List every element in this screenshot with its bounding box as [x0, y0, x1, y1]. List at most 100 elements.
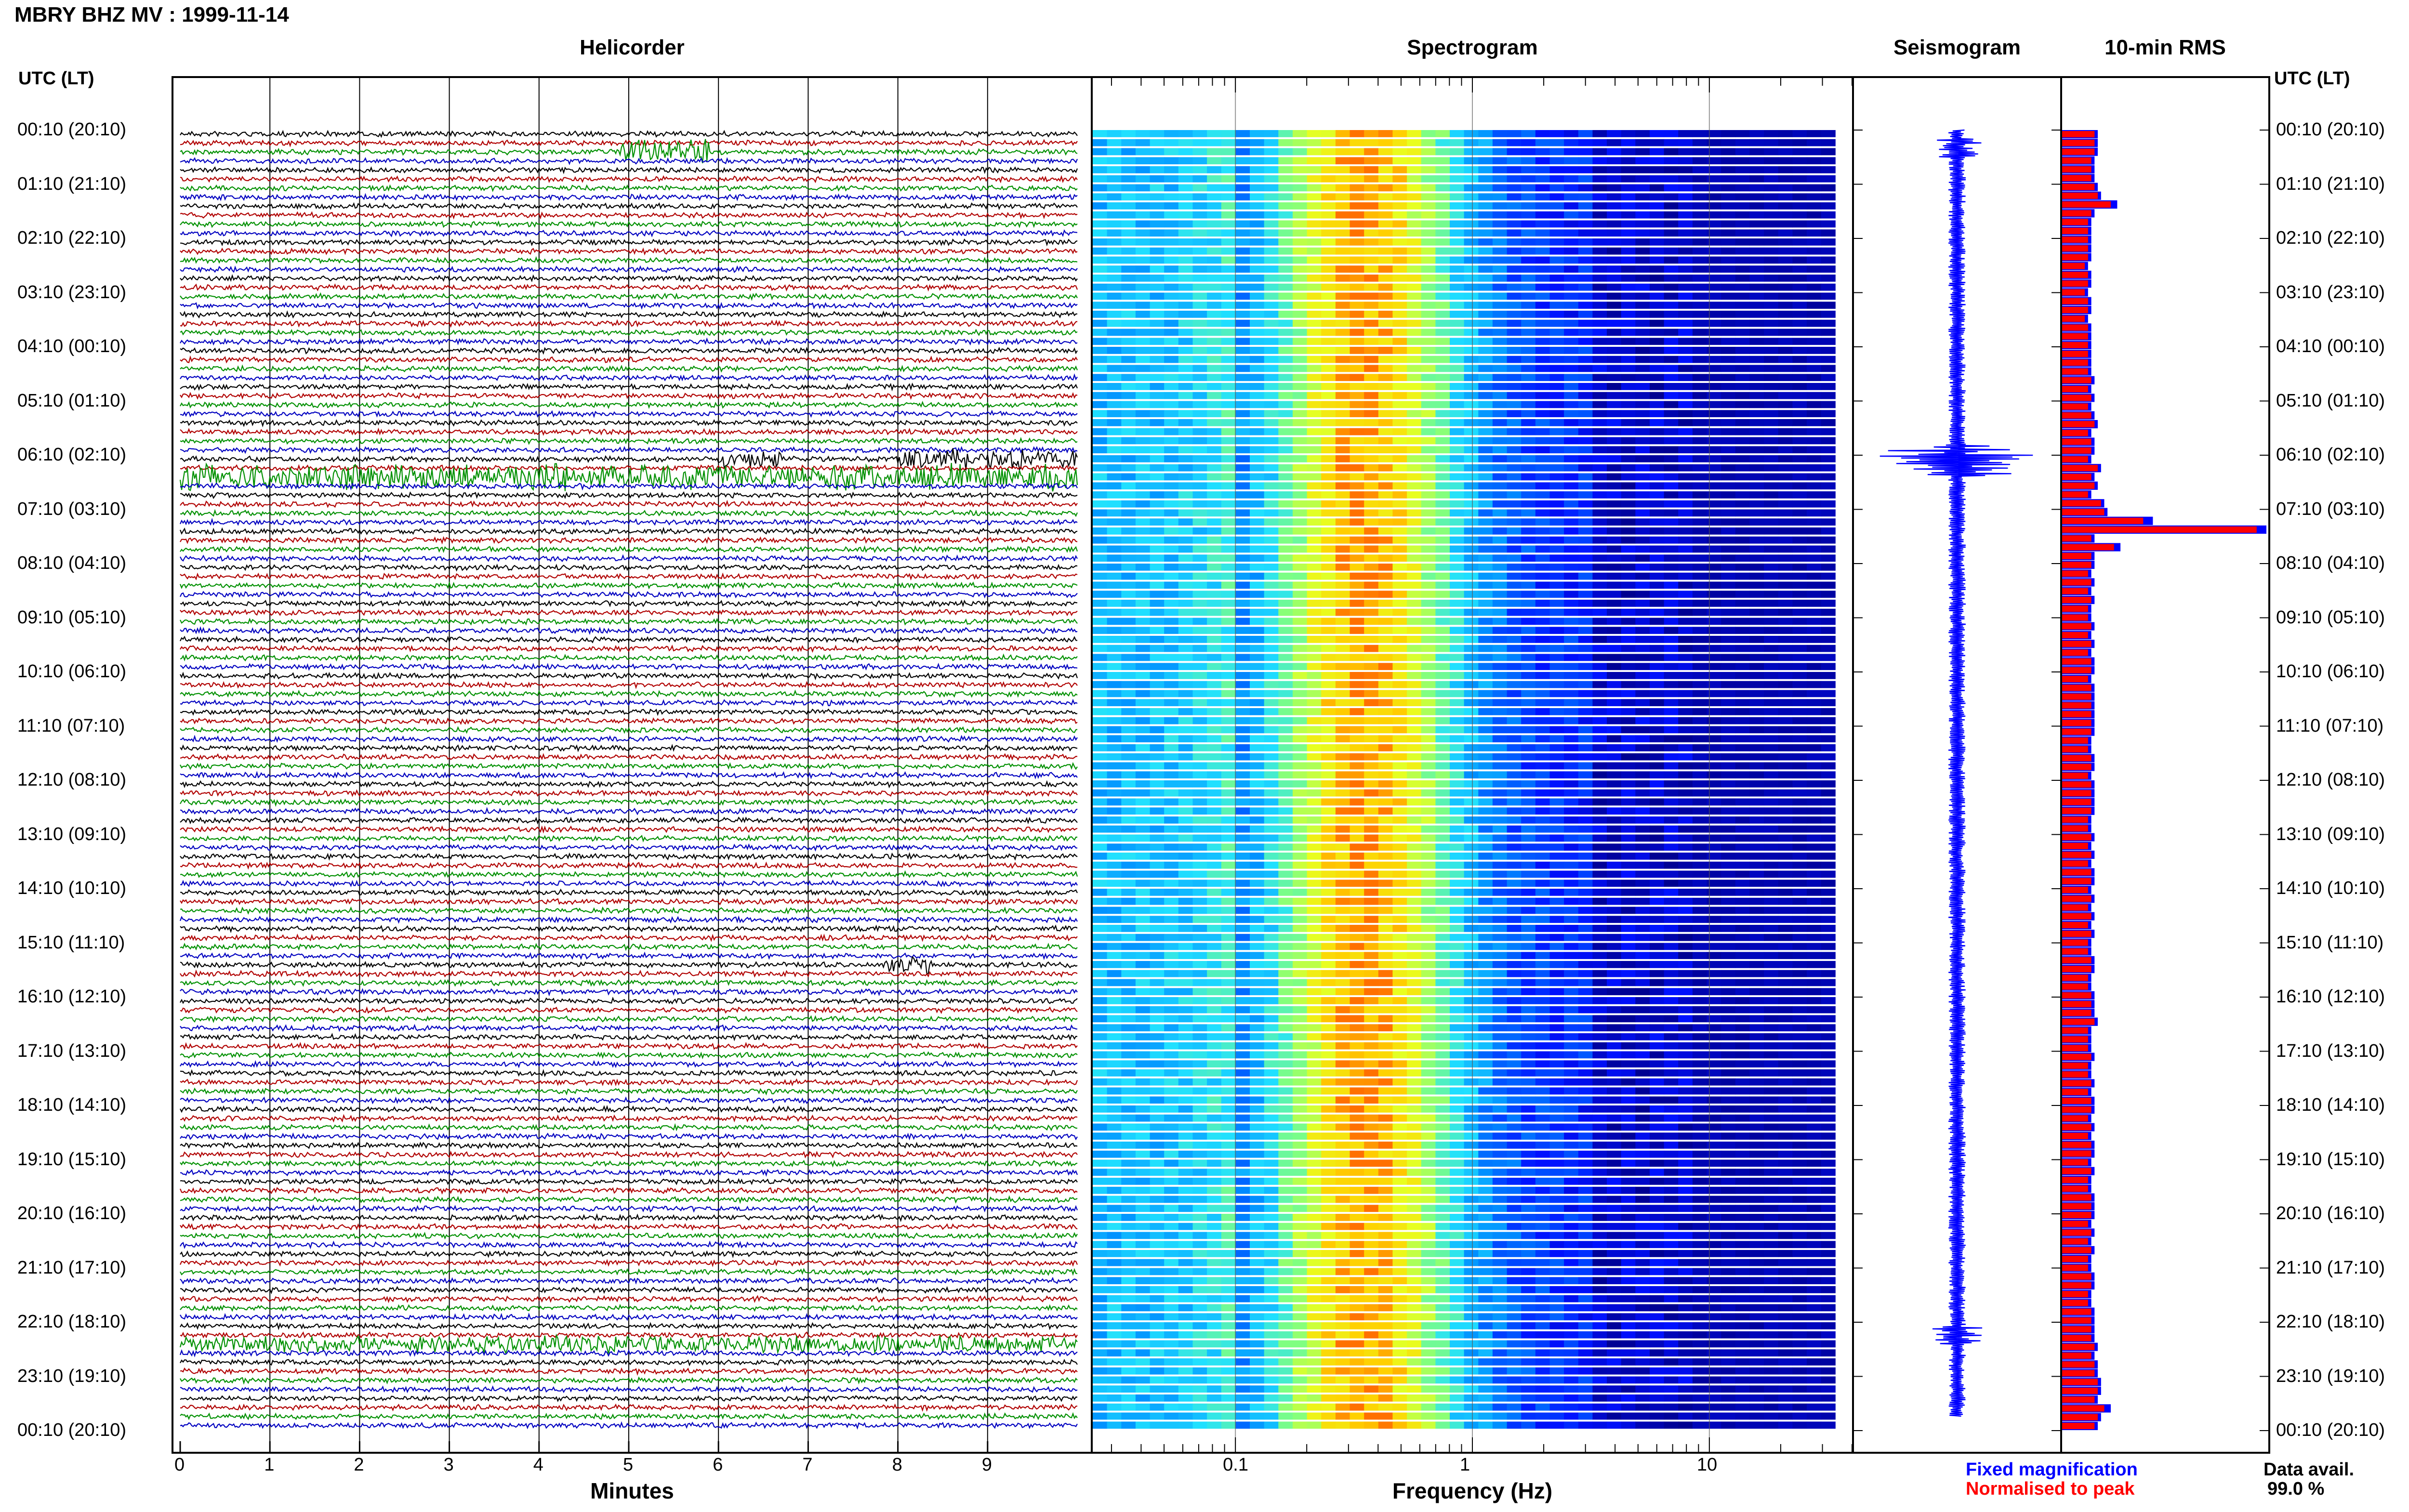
- spectrogram-cell: [1635, 961, 1650, 968]
- spectrogram-cell: [1335, 816, 1350, 824]
- spectrogram-cell: [1564, 726, 1579, 734]
- spectrogram-cell: [1107, 545, 1122, 553]
- spectrogram-cell: [1792, 807, 1807, 815]
- spectrogram-cell: [1592, 572, 1607, 580]
- spectrogram-cell: [1621, 365, 1636, 372]
- spectrogram-cell: [1378, 807, 1393, 815]
- spectrogram-cell: [1107, 572, 1122, 580]
- spectrogram-cell: [1221, 789, 1236, 797]
- spectrogram-cell: [1692, 699, 1707, 707]
- spectrogram-cell: [1492, 446, 1508, 454]
- spectrogram-cell: [1293, 256, 1308, 264]
- spectrogram-cell: [1121, 591, 1136, 598]
- spectrogram-cell: [1521, 220, 1536, 228]
- spectrogram-cell: [1807, 184, 1822, 192]
- spectrogram-cell: [1192, 275, 1207, 282]
- spectrogram-cell: [1592, 672, 1607, 679]
- spectrogram-cell: [1164, 374, 1179, 381]
- spectrogram-cell: [1721, 933, 1736, 941]
- spectrogram-cell: [1207, 554, 1222, 562]
- spectrogram-cell: [1364, 644, 1379, 652]
- spectrogram-cell: [1592, 392, 1607, 399]
- spectrogram-cell: [1692, 139, 1707, 146]
- spectrogram-cell: [1521, 933, 1536, 941]
- helicorder-trace: [180, 726, 1078, 734]
- spectrogram-cell: [1792, 744, 1807, 751]
- spectrogram-cell: [1235, 861, 1250, 869]
- spectrogram-cell: [1478, 771, 1493, 779]
- spectrogram-cell: [1150, 952, 1165, 960]
- spectrogram-cell: [1221, 482, 1236, 490]
- spectrogram-cell: [1335, 319, 1350, 327]
- spectrogram-cell: [1321, 717, 1336, 724]
- spectrogram-cell: [1121, 952, 1136, 960]
- spectrogram-cell: [1121, 925, 1136, 932]
- spectrogram-cell: [1450, 139, 1465, 146]
- spectrogram-cell: [1535, 338, 1550, 345]
- spectrogram-cell: [1221, 708, 1236, 715]
- spectrogram-cell: [1435, 744, 1450, 751]
- spectrogram-cell: [1678, 870, 1693, 878]
- spectrogram-cell: [1521, 482, 1536, 490]
- spectrogram-cell: [1192, 708, 1207, 715]
- spectrogram-cell: [1592, 663, 1607, 671]
- spectrogram-cell: [1492, 482, 1508, 490]
- spectrogram-cell: [1678, 834, 1693, 842]
- spectrogram-cell: [1664, 311, 1679, 318]
- spectrogram-cell: [1235, 753, 1250, 761]
- spectrogram-cell: [1392, 265, 1407, 273]
- spectrogram-cell: [1549, 202, 1564, 210]
- spectrogram-cell: [1150, 302, 1165, 309]
- spectrogram-cell: [1164, 319, 1179, 327]
- spectrogram-cell: [1607, 383, 1622, 390]
- spectrogram-cell: [1564, 311, 1579, 318]
- spectrogram-cell: [1093, 464, 1108, 472]
- spectrogram-cell: [1807, 880, 1822, 887]
- spectrogram-cell: [1492, 717, 1508, 724]
- spectrogram-cell: [1792, 410, 1807, 418]
- spectrogram-cell: [1721, 789, 1736, 797]
- spectrogram-cell: [1764, 807, 1779, 815]
- spectrogram-cell: [1478, 365, 1493, 372]
- spectrogram-cell: [1664, 509, 1679, 517]
- spectrogram-cell: [1821, 644, 1836, 652]
- spectrogram-cell: [1192, 202, 1207, 210]
- spectrogram-cell: [1735, 302, 1750, 309]
- spectrogram-cell: [1221, 256, 1236, 264]
- spectrogram-cell: [1764, 139, 1779, 146]
- spectrogram-cell: [1678, 202, 1693, 210]
- spectrogram-cell: [1707, 518, 1721, 526]
- spectrogram-cell: [1435, 446, 1450, 454]
- spectrogram-cell: [1421, 238, 1436, 246]
- spectrogram-cell: [1749, 238, 1764, 246]
- spectrogram-cell: [1121, 907, 1136, 914]
- spectrogram-cell: [1578, 527, 1593, 535]
- spectrogram-cell: [1578, 247, 1593, 255]
- spectrogram-cell: [1507, 889, 1522, 896]
- spectrogram-cell: [1221, 329, 1236, 336]
- spectrogram-cell: [1235, 880, 1250, 887]
- spectrogram-cell: [1135, 265, 1151, 273]
- spectrogram-cell: [1692, 175, 1707, 183]
- spectrogram-cell: [1392, 907, 1407, 914]
- spectrogram-cell: [1478, 907, 1493, 914]
- spectrogram-cell: [1650, 853, 1665, 860]
- spectrogram-cell: [1807, 608, 1822, 616]
- spectrogram-cell: [1592, 311, 1607, 318]
- spectrogram-cell: [1121, 401, 1136, 408]
- spectrogram-cell: [1678, 311, 1693, 318]
- spectrogram-cell: [1778, 618, 1793, 625]
- spectrogram-cell: [1578, 365, 1593, 372]
- spectrogram-cell: [1707, 428, 1721, 435]
- spectrogram-cell: [1178, 283, 1193, 291]
- spectrogram-cell: [1650, 925, 1665, 932]
- spectrogram-cell: [1592, 238, 1607, 246]
- spectrogram-cell: [1150, 283, 1165, 291]
- spectrogram-cell: [1378, 608, 1393, 616]
- spectrogram-cell: [1278, 618, 1293, 625]
- spectrogram-cell: [1207, 383, 1222, 390]
- spectrogram-cell: [1378, 302, 1393, 309]
- spectrogram-cell: [1221, 834, 1236, 842]
- spectrogram-cell: [1635, 220, 1650, 228]
- spectrogram-cell: [1578, 654, 1593, 661]
